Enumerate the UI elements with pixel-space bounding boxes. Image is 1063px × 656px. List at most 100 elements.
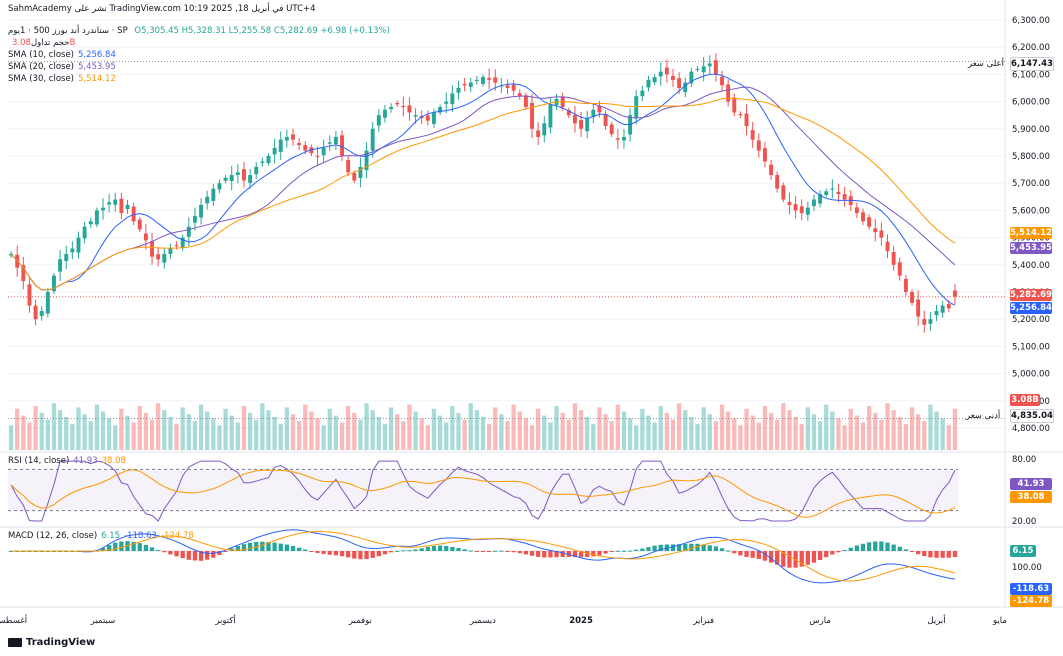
volume-bar	[217, 425, 222, 450]
volume-bar	[395, 414, 400, 450]
candle-body	[21, 265, 26, 282]
macd-histogram-bar	[897, 546, 902, 551]
volume-bar	[860, 422, 866, 450]
candle-body	[217, 183, 222, 190]
time-tick-label: سبتمبر	[90, 616, 115, 626]
legend-sma20[interactable]: SMA (20, close) 5,453.95	[8, 62, 116, 72]
candle-body	[64, 253, 69, 261]
volume-bar	[934, 411, 939, 450]
macd-histogram-bar	[364, 551, 369, 560]
volume-bar	[885, 403, 890, 450]
candle-body	[873, 228, 878, 233]
tradingview-logo[interactable]: TradingView	[8, 637, 95, 648]
price-tick-label: 6,300.00	[1012, 16, 1050, 26]
volume-bar	[211, 418, 216, 450]
candle-body	[107, 202, 112, 205]
volume-bar	[223, 408, 228, 450]
legend-volume[interactable]: حجم تداول3.08B	[12, 38, 76, 48]
macd-histogram-bar	[683, 543, 688, 551]
candle-body	[689, 71, 694, 84]
volume-bar	[456, 412, 461, 450]
macd-histogram-bar	[701, 544, 706, 551]
macd-signal-line	[11, 531, 956, 582]
time-tick-label: أبريل	[927, 614, 945, 626]
candle-body	[88, 221, 93, 225]
volume-bar	[315, 418, 320, 450]
volume-bar	[474, 410, 480, 450]
macd-histogram-bar	[339, 551, 345, 557]
volume-bar	[903, 423, 909, 450]
candle-body	[695, 68, 700, 70]
volume-bar	[444, 422, 449, 450]
volume-bar	[627, 418, 633, 450]
candle-body	[793, 204, 798, 211]
candle-body	[131, 206, 136, 222]
candle-body	[425, 115, 430, 121]
legend-sma30[interactable]: SMA (30, close) 5,514.12	[8, 74, 116, 84]
candle-body	[364, 150, 369, 171]
legend-sma10[interactable]: SMA (10, close) 5,256.84	[8, 50, 116, 60]
volume-bar	[597, 407, 602, 450]
volume-bar	[707, 414, 712, 450]
candle-body	[940, 305, 945, 313]
macd-histogram-bar	[799, 551, 804, 567]
macd-histogram-bar	[676, 544, 682, 551]
macd-histogram-bar	[781, 551, 786, 567]
volume-bar	[376, 417, 381, 450]
macd-histogram-bar	[928, 551, 933, 558]
price-tick-label: 5,400.00	[1012, 261, 1050, 271]
macd-histogram-bar	[260, 541, 265, 551]
macd-histogram-bar	[437, 545, 443, 551]
macd-histogram-bar	[162, 551, 167, 553]
macd-histogram-bar	[395, 550, 400, 552]
candle-body	[579, 120, 584, 129]
volume-bar	[952, 408, 958, 450]
volume-bar	[566, 419, 571, 450]
volume-bar	[260, 403, 265, 450]
macd-histogram-bar	[738, 551, 743, 556]
volume-bar	[517, 411, 522, 450]
candle-body	[805, 207, 810, 215]
volume-bar	[775, 419, 780, 450]
candle-body	[242, 169, 246, 181]
candle-body	[677, 78, 682, 88]
candle-body	[407, 105, 412, 113]
candle-body	[879, 230, 884, 238]
macd-histogram-bar	[480, 551, 486, 552]
volume-bar	[578, 410, 584, 450]
macd-histogram-bar	[646, 547, 651, 551]
candle-body	[125, 204, 130, 210]
volume-bar	[536, 408, 541, 450]
volume-bar	[523, 418, 529, 450]
candle-body	[505, 85, 510, 88]
macd-histogram-bar	[805, 551, 810, 565]
candle-body	[910, 292, 914, 303]
macd-histogram-bar	[768, 551, 774, 563]
candle-body	[738, 114, 743, 116]
volume-bar	[64, 417, 69, 450]
macd-histogram-bar	[382, 551, 388, 555]
volume-bar	[290, 414, 296, 450]
volume-bar	[744, 408, 749, 450]
volume-bar	[333, 415, 339, 450]
macd-histogram-bar	[591, 551, 596, 557]
volume-bar	[125, 415, 130, 450]
macd-legend[interactable]: MACD (12, 26, close) 6.15 -118.63 -124.78	[8, 531, 194, 541]
volume-bar	[689, 417, 694, 450]
rsi-band	[8, 469, 958, 511]
macd-histogram-bar	[474, 551, 480, 552]
volume-bar	[879, 419, 884, 450]
rsi-value-pill: 41.93	[1010, 478, 1052, 490]
candle-body	[824, 191, 829, 195]
candle-body	[186, 226, 191, 237]
volume-bar	[272, 417, 277, 450]
macd-histogram-bar	[756, 551, 761, 559]
candle-body	[309, 147, 314, 154]
volume-bar	[468, 403, 473, 450]
rsi-legend[interactable]: RSI (14, close) 41.93 38.08	[8, 456, 126, 466]
volume-bar	[658, 406, 663, 450]
volume-bar	[762, 406, 768, 450]
volume-bar	[296, 421, 302, 450]
macd-histogram-bar	[137, 543, 142, 551]
